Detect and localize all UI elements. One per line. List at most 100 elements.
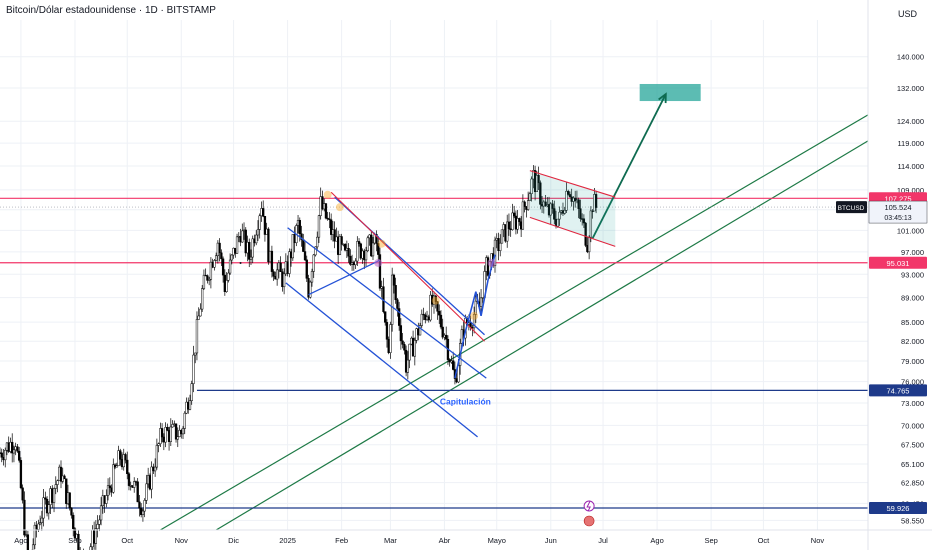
candle-body [539,182,542,205]
price-tick-label: 97.000 [901,248,924,257]
target-arrowhead [658,92,667,104]
candle-body [371,242,375,257]
candle-body [94,528,98,544]
candle-body [574,197,577,202]
flag-zone [529,170,616,247]
price-labels: 107.275 95.031 74.765 59.926 105.524 03:45:13… [836,192,928,515]
candle-body [577,199,580,209]
candle-body [587,236,591,253]
candle-body [143,500,146,512]
candle-body [282,273,286,288]
candle-body [153,466,157,472]
candle-body [385,322,389,340]
candle-body [438,311,441,316]
level-price-text: 95.031 [887,259,910,268]
candle-body [544,201,547,207]
candle-body [70,507,73,516]
horizontal-levels [0,197,868,509]
price-axis[interactable]: 140.000 132.000 124.000 119.000 114.000 109.0… [867,0,924,550]
price-tick-label: 101.000 [897,226,924,235]
ascending-trendline [215,140,869,531]
candle-body [136,481,139,503]
candle-body [141,510,145,515]
candle-body [420,313,423,326]
candle-body [258,215,261,230]
descending-channel-line [308,259,381,296]
candle-body [255,234,258,244]
candle-body [42,497,45,519]
level-price-text: 59.926 [887,504,910,513]
level-price-text: 107.275 [884,194,911,203]
candle-body [354,260,357,266]
candle-body [436,301,439,312]
candle-body [220,252,223,260]
price-tick-label: 73.000 [901,399,924,408]
touch-marker [377,239,386,248]
candle-body [38,522,42,525]
candle-body [155,445,159,468]
candle-body [330,219,333,235]
candle-body [106,485,110,496]
candle-body [493,239,497,267]
candle-body [399,325,403,342]
candle-body [44,497,47,500]
candle-body [535,175,538,193]
candle-body [31,544,35,550]
candle-body [408,343,411,361]
candle-body [394,285,397,301]
candle-body [396,299,399,309]
candle-body [206,275,209,281]
candle-body [567,190,570,195]
target-zone [591,83,701,239]
time-tick-label: Sep [704,536,717,545]
candle-body [375,234,378,244]
candle-body [392,274,396,286]
time-axis[interactable]: Ago Sep Oct Nov Dic 2025 Feb Mar Abr Mayo Jun Jul Ag… [0,529,932,545]
candle-body [201,288,204,310]
candle-body [563,210,566,214]
candle-body [11,441,14,454]
candle-body [202,274,206,289]
candle-body [89,546,92,550]
candle-body [511,212,514,231]
candle-body [328,218,331,221]
time-tick-label: Abr [439,536,451,545]
time-tick-label: Dic [228,536,239,545]
candle-body [145,483,148,501]
candle-body [183,412,186,429]
touch-marker [374,258,383,267]
candle-body [384,311,387,323]
candle-body [166,426,169,431]
candle-body [591,210,594,212]
candle-body [507,221,511,229]
candle-body [516,218,519,230]
candle-body [23,499,26,536]
candle-body [300,233,303,240]
candle-body [272,271,275,277]
candle-body [56,480,59,485]
candle-body [77,533,80,550]
candle-body [474,300,477,315]
price-tick-label: 85.000 [901,318,924,327]
candle-body [181,428,185,435]
level-price-text: 74.765 [887,386,910,395]
candle-body [558,211,561,220]
candle-body [176,436,179,440]
candle-body [377,243,380,255]
touch-marker [487,258,496,267]
us-flag-icon [583,515,595,527]
candle-body [192,354,195,384]
symbol-tag [836,201,867,214]
candle-body [235,236,239,254]
candle-body [310,271,314,283]
candle-body [481,297,484,299]
candle-body [98,519,101,525]
flag-upper-line [529,170,616,198]
price-tick-label: 109.000 [897,186,924,195]
candle-body [105,495,108,504]
resistance-trendline [330,191,485,342]
price-tick-label: 76.000 [901,378,924,387]
candle-body [291,234,294,259]
candle-body [251,238,254,258]
